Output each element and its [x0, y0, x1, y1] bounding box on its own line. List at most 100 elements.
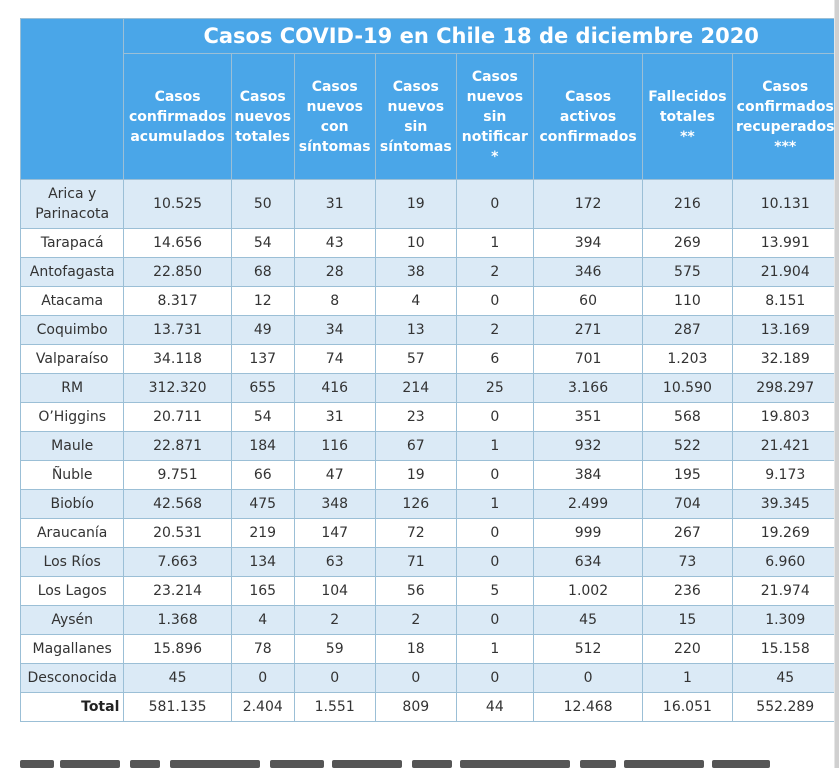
- region-cell: Valparaíso: [19, 344, 125, 374]
- value-cell: 72: [374, 518, 457, 548]
- total-row: Total 581.135 2.404 1.551 809 44 12.468 16.051 5…: [19, 692, 839, 722]
- value-cell: 271: [532, 315, 644, 345]
- total-value-cell: 2.404: [230, 692, 295, 722]
- vertical-scrollbar[interactable]: [835, 0, 839, 768]
- total-value-cell: 581.135: [123, 692, 232, 722]
- column-header: Casos nuevos con síntomas: [293, 53, 376, 180]
- total-value-cell: 12.468: [532, 692, 644, 722]
- value-cell: 0: [455, 286, 534, 316]
- column-header: Casos activos confirmados: [532, 53, 644, 180]
- region-cell: Tarapacá: [19, 228, 125, 258]
- value-cell: 14.656: [123, 228, 232, 258]
- value-cell: 0: [455, 663, 534, 693]
- value-cell: 42.568: [123, 489, 232, 519]
- value-cell: 172: [532, 179, 644, 229]
- value-cell: 0: [455, 518, 534, 548]
- covid-table-container: Casos COVID-19 en Chile 18 de diciembre …: [19, 18, 839, 722]
- value-cell: 21.904: [731, 257, 839, 287]
- value-cell: 0: [455, 605, 534, 635]
- column-header-line: síntomas: [298, 138, 371, 155]
- table-corner-cell: [19, 18, 125, 180]
- value-cell: 575: [642, 257, 733, 287]
- value-cell: 19: [374, 460, 457, 490]
- value-cell: 21.421: [731, 431, 839, 461]
- region-cell: Magallanes: [19, 634, 125, 664]
- value-cell: 1.002: [532, 576, 644, 606]
- value-cell: 0: [455, 460, 534, 490]
- value-cell: 38: [374, 257, 457, 287]
- column-header-line: activos: [559, 108, 617, 125]
- value-cell: 43: [293, 228, 376, 258]
- value-cell: 416: [293, 373, 376, 403]
- value-cell: 701: [532, 344, 644, 374]
- value-cell: 1: [455, 634, 534, 664]
- region-cell: RM: [19, 373, 125, 403]
- value-cell: 1: [642, 663, 733, 693]
- total-value-cell: 16.051: [642, 692, 733, 722]
- column-header-line: Casos: [311, 78, 358, 95]
- value-cell: 56: [374, 576, 457, 606]
- column-header-line: Casos: [154, 88, 201, 105]
- value-cell: 10.590: [642, 373, 733, 403]
- column-header-line: Casos: [762, 78, 809, 95]
- value-cell: 0: [374, 663, 457, 693]
- value-cell: 2: [293, 605, 376, 635]
- value-cell: 78: [230, 634, 295, 664]
- column-header-line: confirmados: [539, 128, 637, 145]
- value-cell: 1: [455, 489, 534, 519]
- value-cell: 28: [293, 257, 376, 287]
- total-label: Total: [19, 692, 125, 722]
- value-cell: 54: [230, 228, 295, 258]
- table-row: Maule 22.871 184 116 67 1 932 522 21.421: [19, 431, 839, 461]
- value-cell: 2: [455, 257, 534, 287]
- value-cell: 267: [642, 518, 733, 548]
- value-cell: 220: [642, 634, 733, 664]
- value-cell: 66: [230, 460, 295, 490]
- value-cell: 932: [532, 431, 644, 461]
- value-cell: 4: [374, 286, 457, 316]
- column-header-line: totales: [659, 108, 715, 125]
- value-cell: 126: [374, 489, 457, 519]
- value-cell: 34: [293, 315, 376, 345]
- value-cell: 15: [642, 605, 733, 635]
- region-cell: Ñuble: [19, 460, 125, 490]
- value-cell: 7.663: [123, 547, 232, 577]
- value-cell: 22.871: [123, 431, 232, 461]
- value-cell: 195: [642, 460, 733, 490]
- value-cell: 165: [230, 576, 295, 606]
- value-cell: 12: [230, 286, 295, 316]
- table-row: Antofagasta 22.850 68 28 38 2 346 575 21.904: [19, 257, 839, 287]
- value-cell: 8.317: [123, 286, 232, 316]
- value-cell: 6: [455, 344, 534, 374]
- value-cell: 184: [230, 431, 295, 461]
- value-cell: 348: [293, 489, 376, 519]
- table-row: Atacama 8.317 12 8 4 0 60 110 8.151: [19, 286, 839, 316]
- value-cell: 71: [374, 547, 457, 577]
- region-cell: Los Ríos: [19, 547, 125, 577]
- value-cell: 394: [532, 228, 644, 258]
- value-cell: 3.166: [532, 373, 644, 403]
- value-cell: 49: [230, 315, 295, 345]
- value-cell: 39.345: [731, 489, 839, 519]
- value-cell: 1.309: [731, 605, 839, 635]
- column-header-line: *: [491, 148, 499, 165]
- table-row: Aysén 1.368 4 2 2 0 45 15 1.309: [19, 605, 839, 635]
- region-cell: Desconocida: [19, 663, 125, 693]
- table-row: Araucanía 20.531 219 147 72 0 999 267 19.269: [19, 518, 839, 548]
- column-header-line: Casos: [471, 68, 518, 85]
- value-cell: 25: [455, 373, 534, 403]
- column-header-line: totales: [235, 128, 291, 145]
- value-cell: 512: [532, 634, 644, 664]
- value-cell: 214: [374, 373, 457, 403]
- column-header-line: confirmados: [736, 98, 834, 115]
- value-cell: 19.269: [731, 518, 839, 548]
- value-cell: 59: [293, 634, 376, 664]
- region-cell: Maule: [19, 431, 125, 461]
- total-value-cell: 1.551: [293, 692, 376, 722]
- value-cell: 19.803: [731, 402, 839, 432]
- table-row: Ñuble 9.751 66 47 19 0 384 195 9.173: [19, 460, 839, 490]
- value-cell: 6.960: [731, 547, 839, 577]
- value-cell: 15.896: [123, 634, 232, 664]
- value-cell: 13.731: [123, 315, 232, 345]
- column-header-line: nuevos: [466, 88, 524, 105]
